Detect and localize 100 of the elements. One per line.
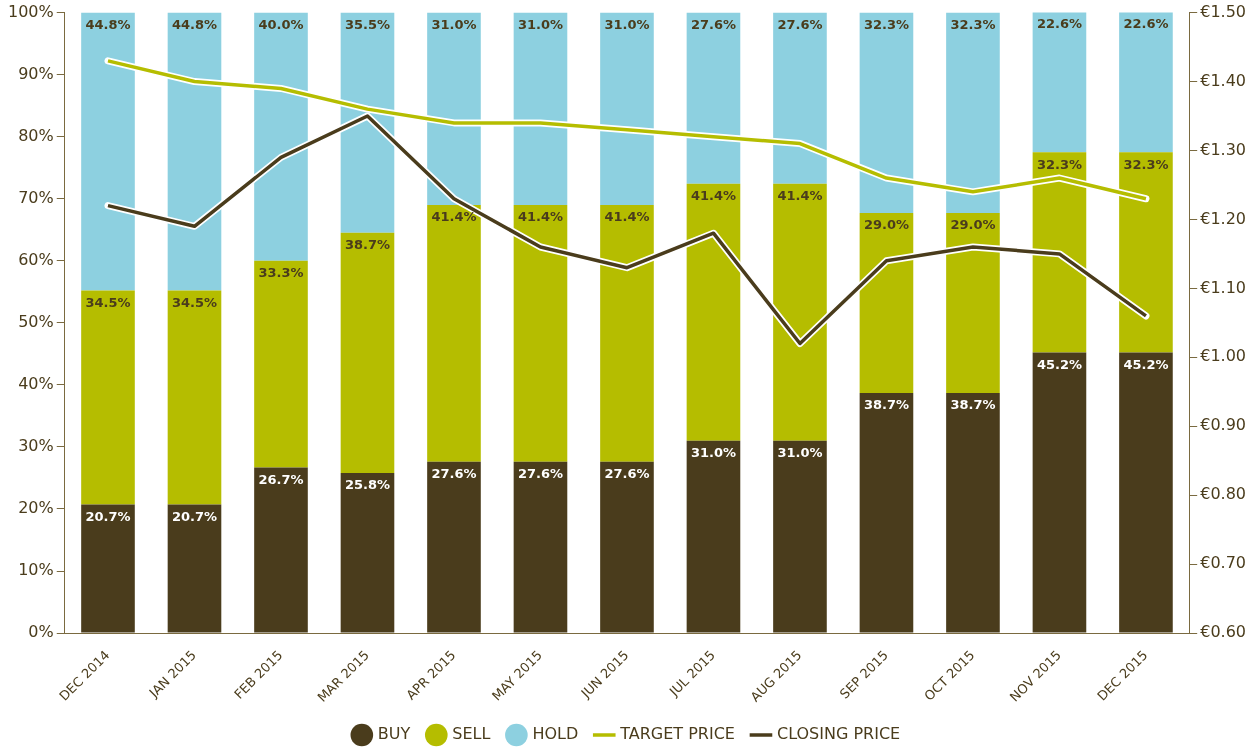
y-tick-label: 40% [18,374,54,394]
bar [254,260,308,468]
data-label: 34.5% [171,294,218,310]
bar [946,392,1000,633]
data-label: 32.3% [863,16,910,32]
y-tick-label: 60% [18,249,54,269]
y2-tick-label: €1.20 [1200,208,1247,228]
data-label: 41.4% [604,209,650,225]
data-label: 34.5% [85,294,131,310]
y-tick-label: 0% [28,622,54,642]
y-tick-label: 20% [18,498,54,518]
legend-label: TARGET PRICE [619,724,735,744]
y2-tick-label: €1.40 [1200,70,1247,90]
data-label: 41.4% [690,188,737,204]
y2-tick-label: €0.80 [1200,484,1247,504]
y-tick-label: 70% [18,187,54,207]
bar [686,12,741,184]
data-label: 20.7% [85,508,131,524]
data-label: 26.7% [258,471,304,487]
y-tick-label: 90% [18,63,54,83]
bar [167,12,222,291]
data-label: 41.4% [431,209,477,225]
bar [254,12,308,261]
bar [773,440,827,633]
data-label: 22.6% [1036,16,1083,32]
y2-tick-label: €0.70 [1200,553,1247,573]
data-label: 31.0% [431,16,477,32]
data-label: 35.5% [344,16,391,32]
data-label: 41.4% [777,188,823,204]
bar [600,12,654,205]
legend-label: HOLD [532,724,579,744]
bar [81,12,135,291]
data-label: 27.6% [517,466,564,482]
data-label: 32.3% [1036,156,1083,172]
bar [600,204,654,462]
bar [859,213,914,393]
bar [686,183,741,441]
y-tick-label: 30% [18,436,54,456]
y-tick-label: 50% [18,311,54,331]
y2-tick-label: €0.60 [1200,622,1247,642]
bar [1032,12,1087,153]
y2-tick-label: €1.10 [1200,277,1247,297]
y-tick-label: 10% [18,560,54,580]
bar [1119,12,1173,153]
data-label: 45.2% [1123,356,1169,372]
bar [773,12,827,184]
data-label: 31.0% [604,16,650,32]
data-label: 27.6% [777,16,823,32]
data-label: 25.8% [344,477,391,493]
bar [513,12,568,205]
y-tick-label: 100% [7,1,54,21]
data-label: 38.7% [950,397,996,413]
legend-label: BUY [377,724,411,744]
data-label: 29.0% [950,217,996,233]
bar [513,204,568,462]
data-label: 27.6% [604,466,650,482]
data-label: 32.3% [950,16,996,32]
bar [167,290,222,505]
data-label: 20.7% [171,508,218,524]
bar [340,232,395,473]
data-label: 29.0% [863,217,910,233]
data-label: 40.0% [258,16,304,32]
y2-tick-label: €1.50 [1200,1,1247,21]
bar [340,472,395,633]
bar [427,12,481,205]
bar [686,440,741,633]
bar [513,461,568,633]
data-label: 44.8% [171,16,218,32]
data-label: 33.3% [258,265,304,281]
data-label: 27.6% [690,16,737,32]
data-label: 32.3% [1123,156,1169,172]
bar [427,204,481,462]
bar [254,467,308,633]
data-label: 31.0% [690,445,737,461]
data-label: 31.0% [517,16,564,32]
data-label: 22.6% [1123,16,1169,32]
data-label: 38.7% [344,237,391,253]
bar [81,290,135,505]
bar [946,213,1000,393]
y2-tick-label: €1.30 [1200,139,1247,159]
bar [600,461,654,633]
bar [167,504,222,633]
data-label: 44.8% [85,16,131,32]
data-label: 27.6% [431,466,477,482]
bar [1119,352,1173,633]
bar [859,392,914,633]
data-label: 38.7% [863,397,910,413]
data-label: 45.2% [1036,356,1083,372]
bar [946,12,1000,213]
bar [427,461,481,633]
legend-label: SELL [452,724,491,744]
bar [81,504,135,633]
bar [1032,352,1087,633]
bar [859,12,914,213]
y2-tick-label: €0.90 [1200,415,1247,435]
y-tick-label: 80% [18,125,54,145]
y2-tick-label: €1.00 [1200,346,1247,366]
legend-label: CLOSING PRICE [776,724,901,744]
data-label: 31.0% [777,445,823,461]
data-label: 41.4% [517,209,564,225]
